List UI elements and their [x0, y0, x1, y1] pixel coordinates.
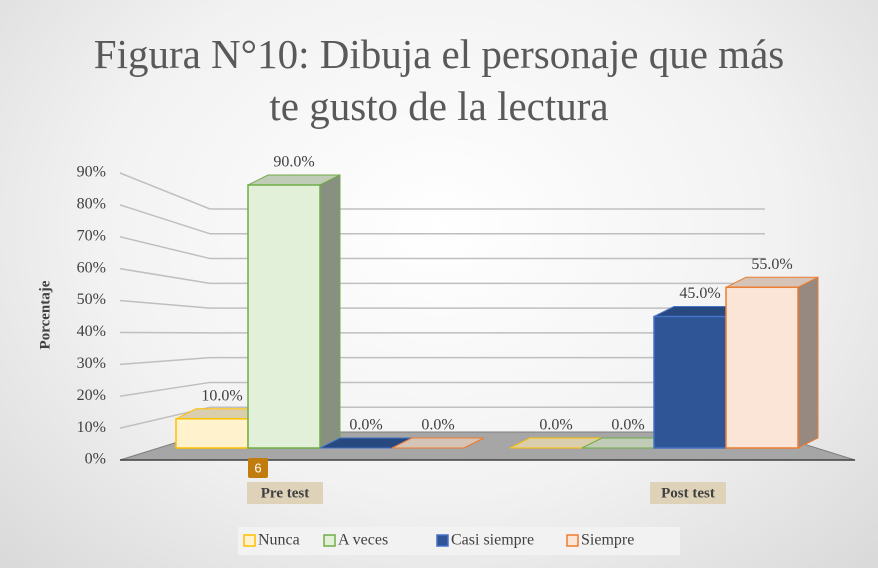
y-tick-label: 0%: [85, 451, 106, 468]
value-label: 55.0%: [751, 256, 792, 273]
value-label: 10.0%: [201, 387, 242, 404]
y-axis-label: Porcentaje: [37, 280, 53, 349]
grid-line: [119, 267, 765, 285]
y-tick-label: 20%: [77, 387, 106, 404]
bar-side: [319, 174, 341, 449]
y-tick-label: 50%: [77, 291, 106, 308]
legend-label: Nunca: [258, 532, 300, 549]
x-tick-label: Post test: [661, 485, 715, 501]
grid-line: [119, 356, 765, 366]
legend-bg: [238, 527, 680, 555]
bar-front: [653, 315, 727, 449]
y-tick-label: 70%: [77, 227, 106, 244]
grid-line: [119, 381, 765, 397]
category-label-bg: [247, 482, 323, 504]
bar: [725, 276, 819, 449]
y-tick-label: 40%: [77, 323, 106, 340]
bar-front: [247, 184, 321, 449]
legend-swatch: [323, 534, 336, 547]
y-tick-label: 80%: [77, 196, 106, 213]
grid-line: [119, 236, 765, 260]
badge: 6: [254, 460, 261, 475]
bar-front: [725, 286, 799, 449]
grid-line: [119, 406, 765, 429]
y-tick-label: 10%: [77, 419, 106, 436]
y-tick-label: 90%: [77, 164, 106, 181]
bar-side: [463, 437, 485, 449]
legend-swatch: [566, 534, 579, 547]
category-label-bg: [650, 482, 726, 504]
x-tick-label: Pre test: [261, 485, 309, 501]
grid-line: [119, 172, 765, 210]
value-label: 0.0%: [349, 417, 382, 434]
legend-label: Siempre: [581, 532, 634, 549]
legend-swatch: [243, 534, 256, 547]
grid-line: [119, 204, 765, 235]
bar: [391, 437, 485, 449]
legend-label: Casi siempre: [451, 532, 534, 549]
value-label: 0.0%: [421, 417, 454, 434]
bar: [247, 174, 341, 449]
value-label: 0.0%: [539, 417, 572, 434]
value-label: 0.0%: [611, 417, 644, 434]
y-tick-label: 60%: [77, 259, 106, 276]
chart-title: Figura N°10: Dibuja el personaje que más…: [93, 31, 785, 129]
bar-side: [797, 276, 819, 449]
value-label: 45.0%: [679, 285, 720, 302]
badge-bg: [248, 458, 268, 478]
legend-swatch: [436, 534, 449, 547]
value-label: 90.0%: [273, 154, 314, 171]
bar-front: [175, 418, 249, 449]
grid-line: [119, 299, 765, 309]
y-tick-label: 30%: [77, 355, 106, 372]
legend-label: A veces: [338, 532, 388, 549]
